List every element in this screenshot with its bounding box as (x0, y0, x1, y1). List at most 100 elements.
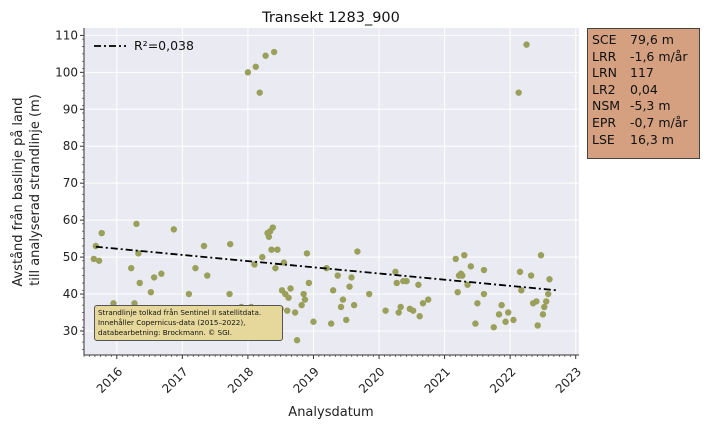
credit-line: databearbetning: Brockmann. © SGI. (98, 328, 233, 337)
stat-row-nsm: NSM -5,3 m (592, 98, 695, 115)
grid (84, 28, 579, 355)
data-point (158, 270, 165, 277)
data-point (395, 309, 402, 316)
y-axis: 30 40 50 60 70 80 90 100 110 (55, 28, 85, 355)
data-point (95, 257, 103, 264)
data-point (303, 250, 311, 257)
data-point (92, 242, 100, 250)
data-point (339, 296, 347, 303)
data-point (327, 320, 335, 327)
data-point (346, 283, 353, 290)
data-point (227, 240, 234, 248)
data-point (334, 272, 341, 279)
data-point (415, 281, 422, 288)
y-tick-label: 70 (63, 176, 78, 190)
data-point (293, 337, 301, 344)
stat-key: NSM (592, 98, 621, 114)
y-tick-label: 110 (55, 28, 78, 42)
data-point (393, 279, 400, 287)
data-point (527, 272, 535, 279)
data-point (348, 274, 355, 281)
data-point (133, 220, 140, 228)
data-point (515, 89, 522, 96)
y-tick-label: 90 (63, 102, 78, 116)
data-point (298, 301, 305, 309)
data-point (269, 224, 277, 231)
data-point (300, 290, 307, 298)
x-tick-label: 2019 (290, 365, 321, 396)
data-point (523, 41, 530, 48)
stat-key: SCE (592, 32, 617, 47)
statistics-box: SCE 79,6 m LRR -1,6 m/år LRN 117 LR2 0,04 NS… (587, 28, 700, 159)
data-point (131, 300, 138, 307)
data-point (291, 309, 299, 316)
x-tick-label: 2017 (159, 365, 190, 396)
stat-value: 0,04 (630, 81, 658, 97)
data-point (534, 322, 541, 329)
stat-key: LR2 (592, 81, 616, 97)
y-tick-label: 30 (63, 324, 78, 338)
data-point (98, 229, 105, 237)
data-point (270, 48, 278, 56)
data-point (284, 307, 291, 314)
data-point (480, 266, 488, 274)
data-point (365, 290, 373, 298)
data-point (541, 303, 548, 311)
credit-line: Innehåller Copernicus-data (2015–2022), (98, 318, 246, 327)
data-point (128, 264, 135, 272)
stat-value: -5,3 m (630, 98, 671, 114)
legend-line-icon (94, 44, 126, 47)
data-point (474, 300, 481, 307)
data-point (382, 307, 389, 314)
data-point (498, 301, 505, 309)
stat-key: EPR (592, 114, 617, 130)
data-point (329, 287, 337, 294)
data-point (185, 290, 193, 298)
x-tick-label: 2022 (487, 365, 518, 396)
data-point (305, 279, 313, 287)
stat-row-lse: LSE 16,3 m (592, 132, 695, 149)
data-point (259, 253, 266, 261)
stat-row-lrn: LRN 117 (592, 65, 695, 82)
stat-value: 16,3 m (630, 131, 674, 147)
stat-row-epr: EPR -0,7 m/år (592, 115, 695, 132)
data-point (516, 268, 524, 276)
y-tick-label: 80 (63, 139, 78, 153)
data-point (251, 261, 258, 268)
data-point (244, 69, 252, 76)
data-point (337, 303, 345, 311)
data-points (90, 41, 553, 344)
data-credit-box: Strandlinje tolkad från Sentinel II sate… (94, 305, 283, 341)
data-point (452, 255, 459, 263)
data-point (459, 272, 466, 279)
credit-line: Strandlinje tolkad från Sentinel II sate… (98, 308, 262, 317)
data-point (354, 248, 361, 255)
y-axis-title-line-2: till analyserad strandlinje (m) (28, 94, 43, 286)
data-point (343, 316, 350, 324)
data-point (490, 324, 497, 331)
data-point (110, 300, 117, 307)
data-point (480, 290, 488, 298)
data-point (226, 290, 233, 298)
data-point (192, 264, 199, 272)
data-point (544, 290, 552, 298)
y-axis-title-line-1: Avstånd från baslinje på land (11, 97, 26, 286)
stat-row-lr2: LR2 0,04 (592, 82, 695, 99)
data-point (464, 281, 471, 288)
stat-row-lrr: LRR -1,6 m/år (592, 49, 695, 66)
x-axis: 2016 2017 2018 2019 2020 2021 2022 2023 (83, 354, 584, 396)
data-point (409, 307, 417, 314)
data-point (502, 318, 509, 325)
legend: R²=0,038 (92, 38, 194, 53)
data-point (150, 274, 158, 281)
data-point (403, 277, 410, 285)
data-point (419, 300, 427, 307)
stat-row-sce: SCE 79,6 m (592, 32, 695, 49)
data-point (204, 272, 211, 279)
plot-background (84, 28, 579, 355)
x-tick-label: 2021 (422, 365, 453, 396)
data-point (262, 52, 269, 59)
stat-value: -0,7 m/år (630, 114, 688, 130)
data-point (310, 318, 317, 325)
